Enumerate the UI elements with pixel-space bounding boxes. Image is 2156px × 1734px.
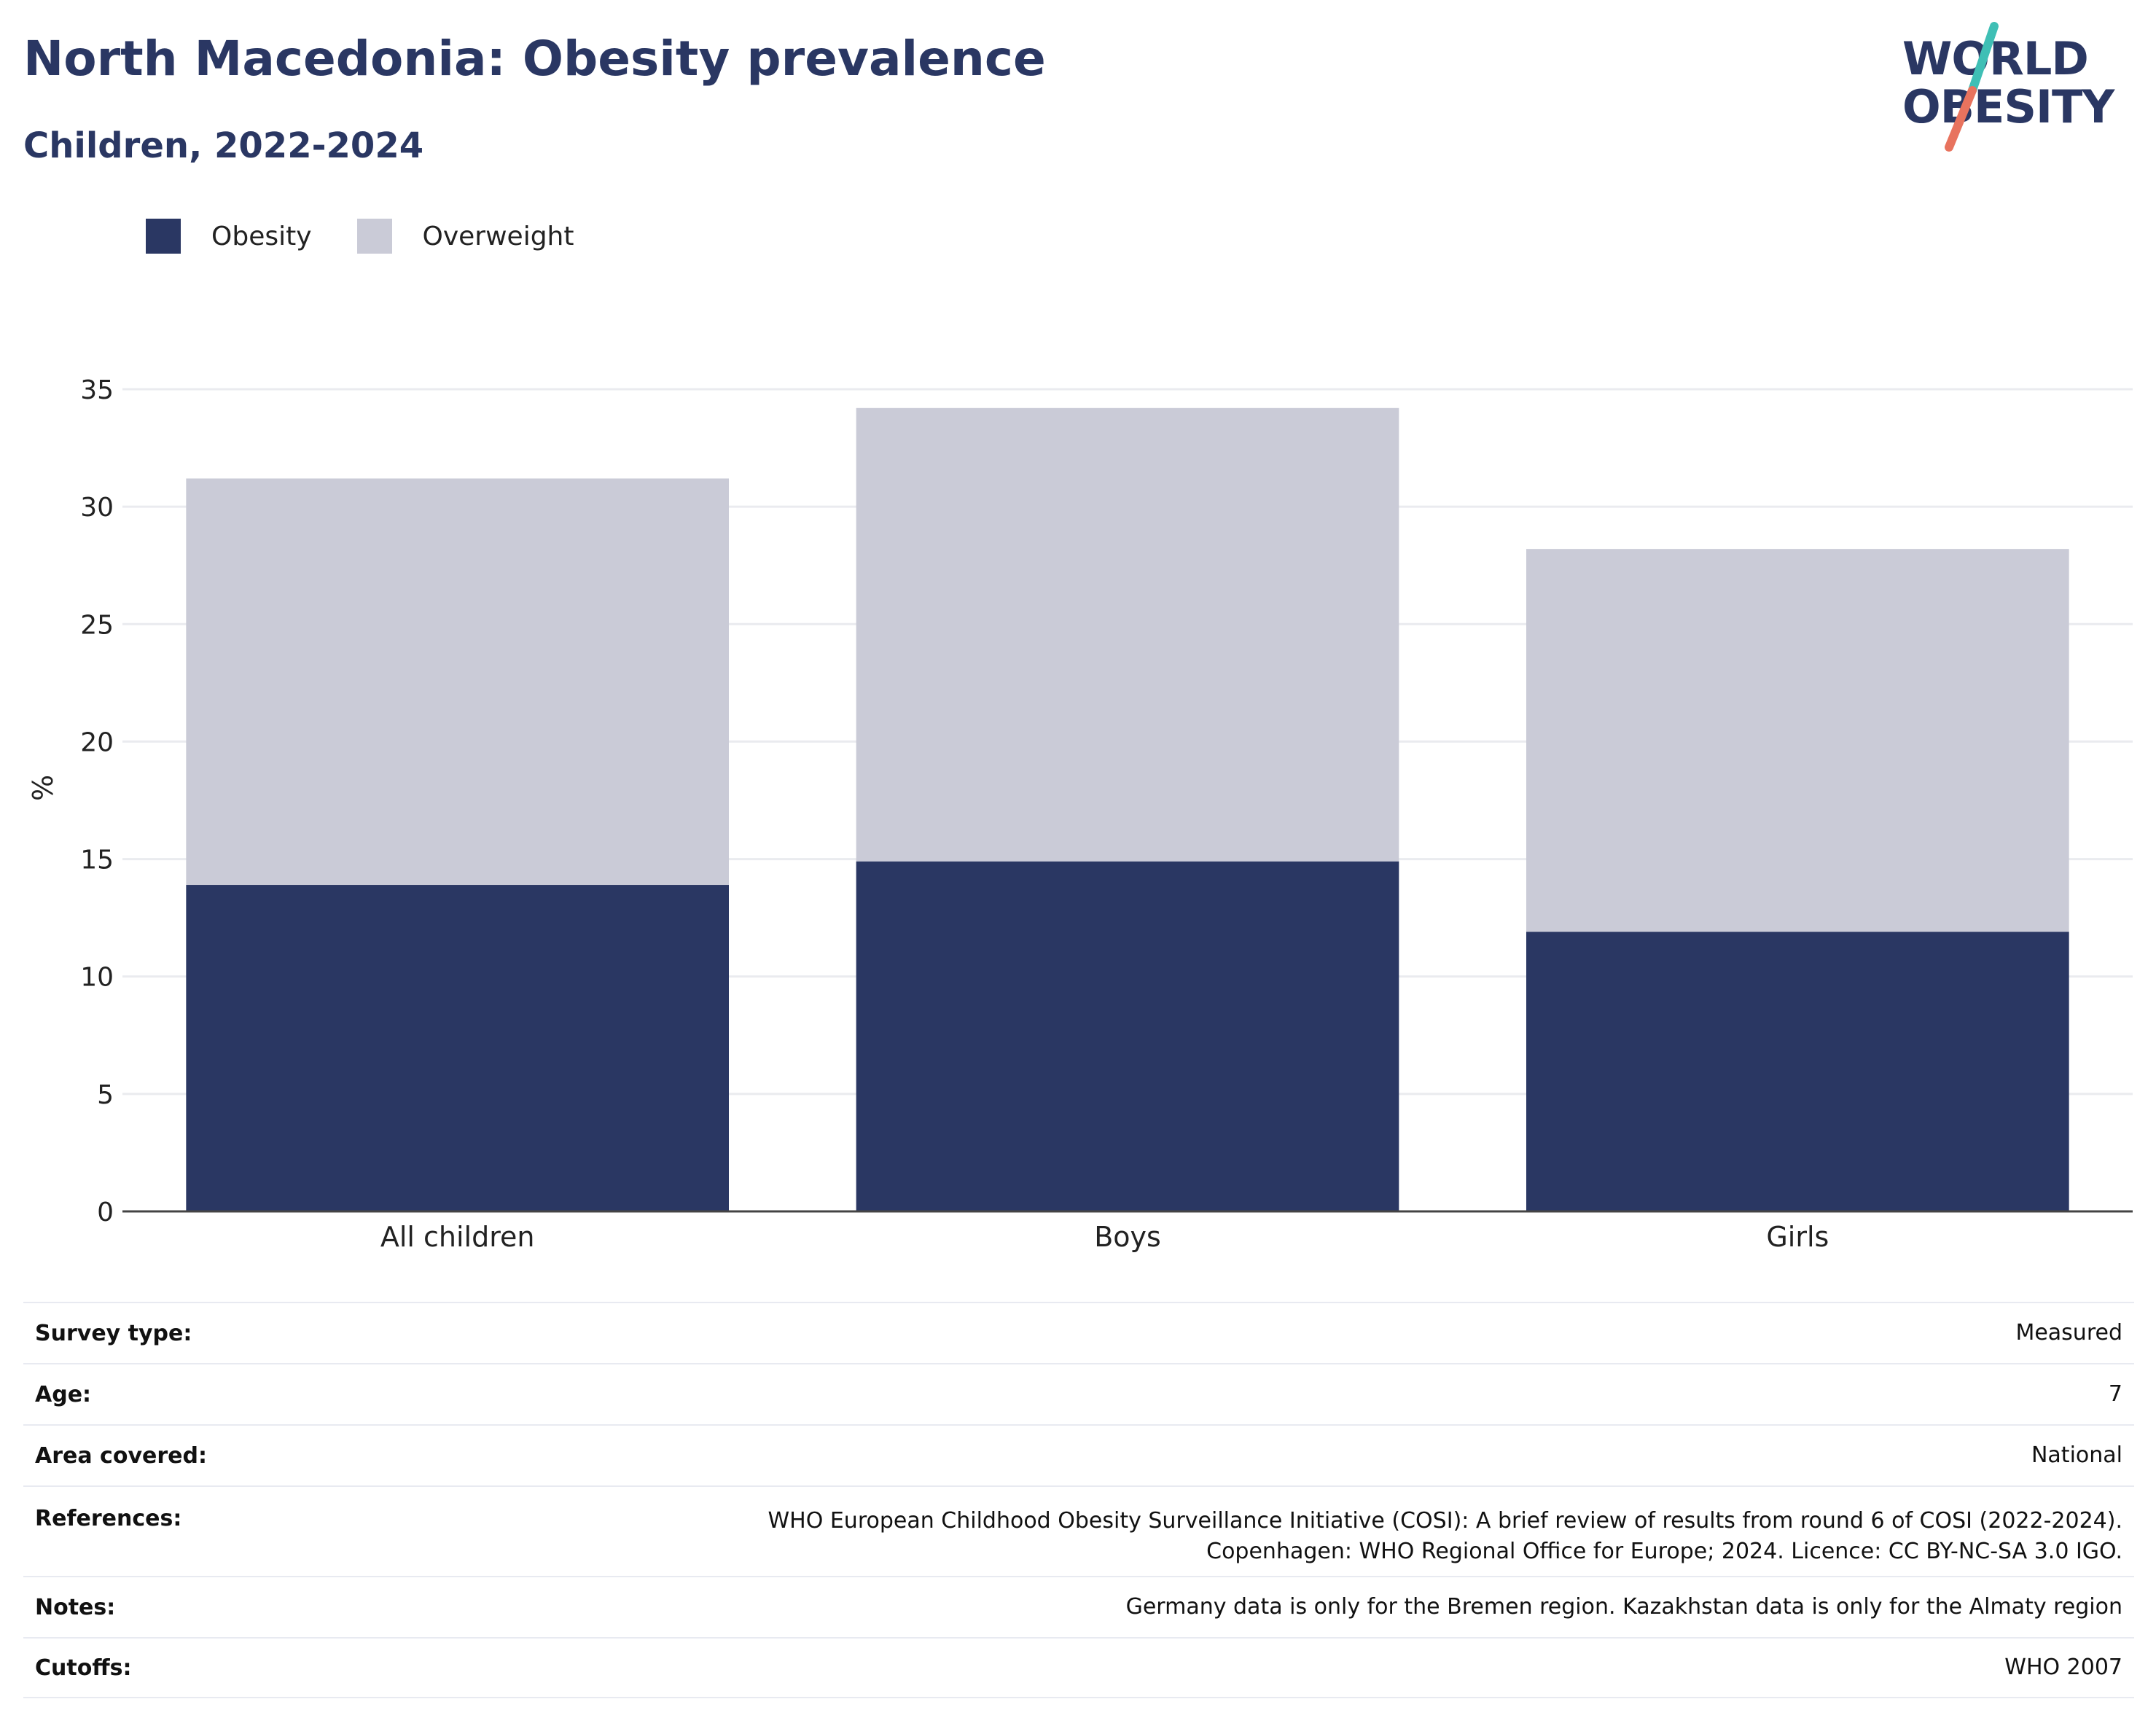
bar-obesity-all-children [186, 885, 729, 1211]
chart-legend: Obesity Overweight [146, 219, 619, 254]
world-obesity-logo: WORLD OBESITY [1902, 22, 2136, 153]
info-row-notes: Notes: Germany data is only for the Brem… [23, 1576, 2134, 1637]
info-key: Notes: [35, 1594, 116, 1620]
y-tick-label: 30 [80, 493, 114, 523]
info-value: Germany data is only for the Bremen regi… [1125, 1594, 2122, 1620]
bar-overweight-girls [1526, 549, 2069, 932]
info-row-cutoffs: Cutoffs: WHO 2007 [23, 1637, 2134, 1698]
info-key: Area covered: [35, 1442, 207, 1469]
survey-info-table: Survey type: Measured Age: 7 Area covere… [23, 1302, 2134, 1698]
x-tick-label: All children [380, 1221, 535, 1253]
info-key: References: [35, 1506, 182, 1531]
info-key: Cutoffs: [35, 1655, 132, 1681]
legend-label-overweight: Overweight [422, 221, 574, 251]
bar-obesity-girls [1526, 932, 2069, 1211]
legend-swatch-overweight [356, 219, 392, 254]
y-tick-label: 0 [97, 1198, 114, 1227]
y-tick-label: 15 [80, 845, 114, 875]
info-row-survey-type: Survey type: Measured [23, 1302, 2134, 1363]
y-axis-label: % [27, 775, 59, 801]
bar-chart: 0 5 10 15 20 25 30 35 All children Boys Girls% [27, 375, 2133, 1253]
legend-swatch-obesity [146, 219, 181, 254]
legend-label-obesity: Obesity [211, 221, 312, 251]
x-tick-label: Boys [1094, 1221, 1161, 1253]
logo-slash-icon [1945, 22, 1999, 152]
info-row-area-covered: Area covered: National [23, 1424, 2134, 1485]
x-tick-label: Girls [1766, 1221, 1829, 1253]
y-tick-label: 20 [80, 727, 114, 757]
y-tick-label: 10 [80, 963, 114, 993]
y-tick-label: 25 [80, 610, 114, 640]
info-value: 7 [2108, 1381, 2122, 1407]
info-key: Survey type: [35, 1320, 192, 1346]
info-value: Measured [2015, 1320, 2122, 1346]
page-title: North Macedonia: Obesity prevalence [23, 31, 1046, 87]
logo-line-2: OBESITY [1902, 80, 2114, 133]
info-value: National [2031, 1442, 2122, 1468]
bar-overweight-boys [856, 407, 1399, 862]
y-tick-label: 35 [80, 375, 114, 405]
page-subtitle: Children, 2022-2024 [23, 125, 424, 166]
logo-line-1: WORLD [1902, 32, 2089, 85]
info-value: WHO European Childhood Obesity Surveilla… [768, 1508, 2122, 1564]
info-value: WHO 2007 [2004, 1655, 2122, 1680]
info-row-references: References: WHO European Childhood Obesi… [23, 1485, 2134, 1576]
y-tick-label: 5 [97, 1080, 114, 1110]
info-key: Age: [35, 1381, 92, 1407]
bar-overweight-all-children [186, 478, 729, 886]
legend-item-obesity[interactable]: Obesity [146, 219, 312, 254]
legend-item-overweight[interactable]: Overweight [356, 219, 574, 254]
info-row-age: Age: 7 [23, 1363, 2134, 1424]
bar-obesity-boys [856, 861, 1399, 1211]
